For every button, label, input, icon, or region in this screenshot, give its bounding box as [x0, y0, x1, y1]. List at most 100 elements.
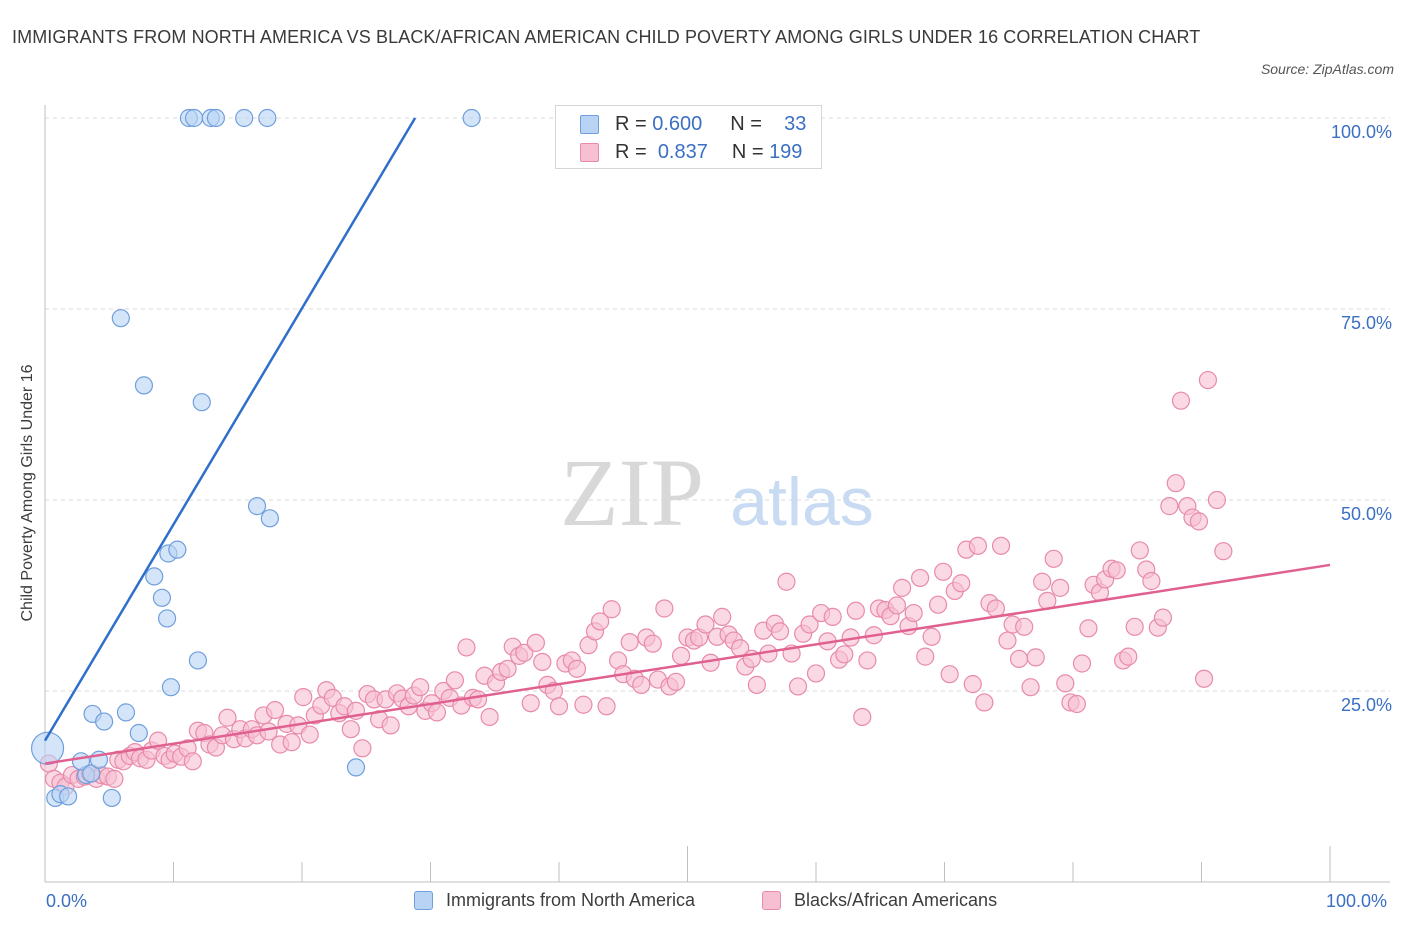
point-blacks — [218, 708, 237, 727]
stats-row-immigrants: R = 0.600 N = 33 — [580, 111, 806, 137]
point-immigrants — [192, 393, 211, 412]
point-blacks — [806, 664, 826, 683]
point-immigrants — [82, 764, 101, 783]
point-blacks — [300, 725, 319, 744]
point-blacks — [853, 707, 872, 727]
point-blacks — [1044, 549, 1063, 568]
stats-n-label: N = — [730, 112, 762, 135]
point-blacks — [632, 675, 651, 694]
point-blacks — [521, 694, 540, 713]
point-blacks — [427, 703, 447, 722]
point-blacks — [567, 659, 587, 678]
point-blacks — [183, 752, 202, 771]
trend-line-immigrants — [43, 117, 417, 742]
point-blacks — [963, 675, 982, 694]
legend-label: Immigrants from North America — [446, 890, 696, 910]
point-blacks — [1067, 694, 1086, 714]
trend-line-blacks — [44, 563, 1331, 765]
legend-item-blacks[interactable]: Blacks/African Americans — [762, 890, 997, 911]
point-blacks — [1107, 561, 1126, 580]
series-immigrants-points — [30, 108, 481, 808]
point-blacks — [381, 716, 400, 735]
point-blacks — [353, 739, 372, 758]
point-blacks — [1079, 619, 1098, 638]
y-tick-label: 25.0% — [1340, 695, 1392, 715]
series-blacks-points — [39, 370, 1233, 796]
point-immigrants — [152, 588, 172, 607]
point-blacks — [823, 607, 842, 626]
point-blacks — [713, 607, 732, 626]
point-blacks — [655, 599, 674, 618]
point-blacks — [846, 601, 865, 620]
point-immigrants — [129, 723, 148, 743]
point-immigrants — [95, 712, 114, 731]
trend-lines — [43, 117, 1331, 765]
point-immigrants — [168, 540, 187, 559]
stats-r-label: R = — [615, 140, 647, 163]
point-blacks — [1119, 647, 1138, 666]
point-blacks — [1033, 572, 1052, 591]
point-immigrants — [258, 108, 277, 128]
stats-n-value: 199 — [769, 140, 803, 163]
point-immigrants — [188, 651, 208, 670]
point-immigrants — [102, 788, 121, 808]
point-blacks — [1189, 512, 1209, 531]
point-immigrants — [111, 309, 130, 328]
series-legend: Immigrants from North America Blacks/Afr… — [0, 888, 1406, 916]
legend-item-immigrants[interactable]: Immigrants from North America — [414, 890, 695, 911]
point-blacks — [975, 693, 994, 712]
source-label: Source: ZipAtlas.com — [1260, 61, 1394, 77]
point-blacks — [910, 568, 930, 588]
legend-swatch-pink — [762, 891, 781, 910]
point-blacks — [480, 707, 499, 727]
point-blacks — [835, 645, 854, 664]
point-immigrants — [59, 787, 78, 806]
point-immigrants — [206, 108, 226, 128]
point-blacks — [696, 615, 715, 634]
point-blacks — [1021, 678, 1040, 697]
point-blacks — [457, 638, 476, 657]
stats-r-label: R = — [615, 112, 647, 135]
point-immigrants — [260, 509, 279, 528]
stats-n-label: N = — [731, 140, 764, 163]
point-blacks — [1153, 608, 1173, 627]
legend-label: Blacks/African Americans — [794, 890, 998, 910]
legend-swatch-blue — [414, 891, 433, 910]
point-blacks — [887, 596, 907, 615]
point-blacks — [1166, 474, 1185, 493]
y-tick-label: 50.0% — [1340, 504, 1392, 524]
point-blacks — [940, 665, 959, 684]
point-blacks — [928, 595, 948, 614]
point-blacks — [934, 562, 953, 581]
point-blacks — [1051, 578, 1070, 597]
point-blacks — [968, 536, 988, 555]
legend-swatch-pink — [580, 142, 599, 162]
point-immigrants — [346, 758, 366, 777]
point-blacks — [341, 720, 360, 739]
point-blacks — [294, 688, 313, 707]
point-immigrants — [462, 108, 481, 128]
point-blacks — [770, 622, 790, 641]
watermark-zip: ZIP — [560, 439, 704, 546]
point-blacks — [1015, 617, 1034, 636]
point-immigrants — [145, 567, 164, 586]
point-blacks — [922, 627, 941, 646]
point-blacks — [1125, 617, 1144, 636]
axes — [44, 105, 1390, 883]
point-blacks — [533, 652, 552, 672]
point-blacks — [620, 633, 639, 652]
stats-r-value: 0.837 — [657, 140, 708, 163]
point-blacks — [411, 678, 430, 697]
point-blacks — [788, 677, 808, 696]
point-blacks — [777, 572, 796, 591]
point-blacks — [952, 574, 971, 593]
point-immigrants — [184, 108, 204, 128]
point-blacks — [800, 615, 819, 634]
stats-n-value: 33 — [784, 112, 807, 135]
stats-legend: R = 0.600 N = 33 R = 0.837 N = 199 — [555, 105, 822, 169]
point-blacks — [643, 634, 662, 653]
point-immigrants — [161, 678, 181, 697]
point-blacks — [671, 646, 691, 665]
point-blacks — [549, 697, 569, 716]
